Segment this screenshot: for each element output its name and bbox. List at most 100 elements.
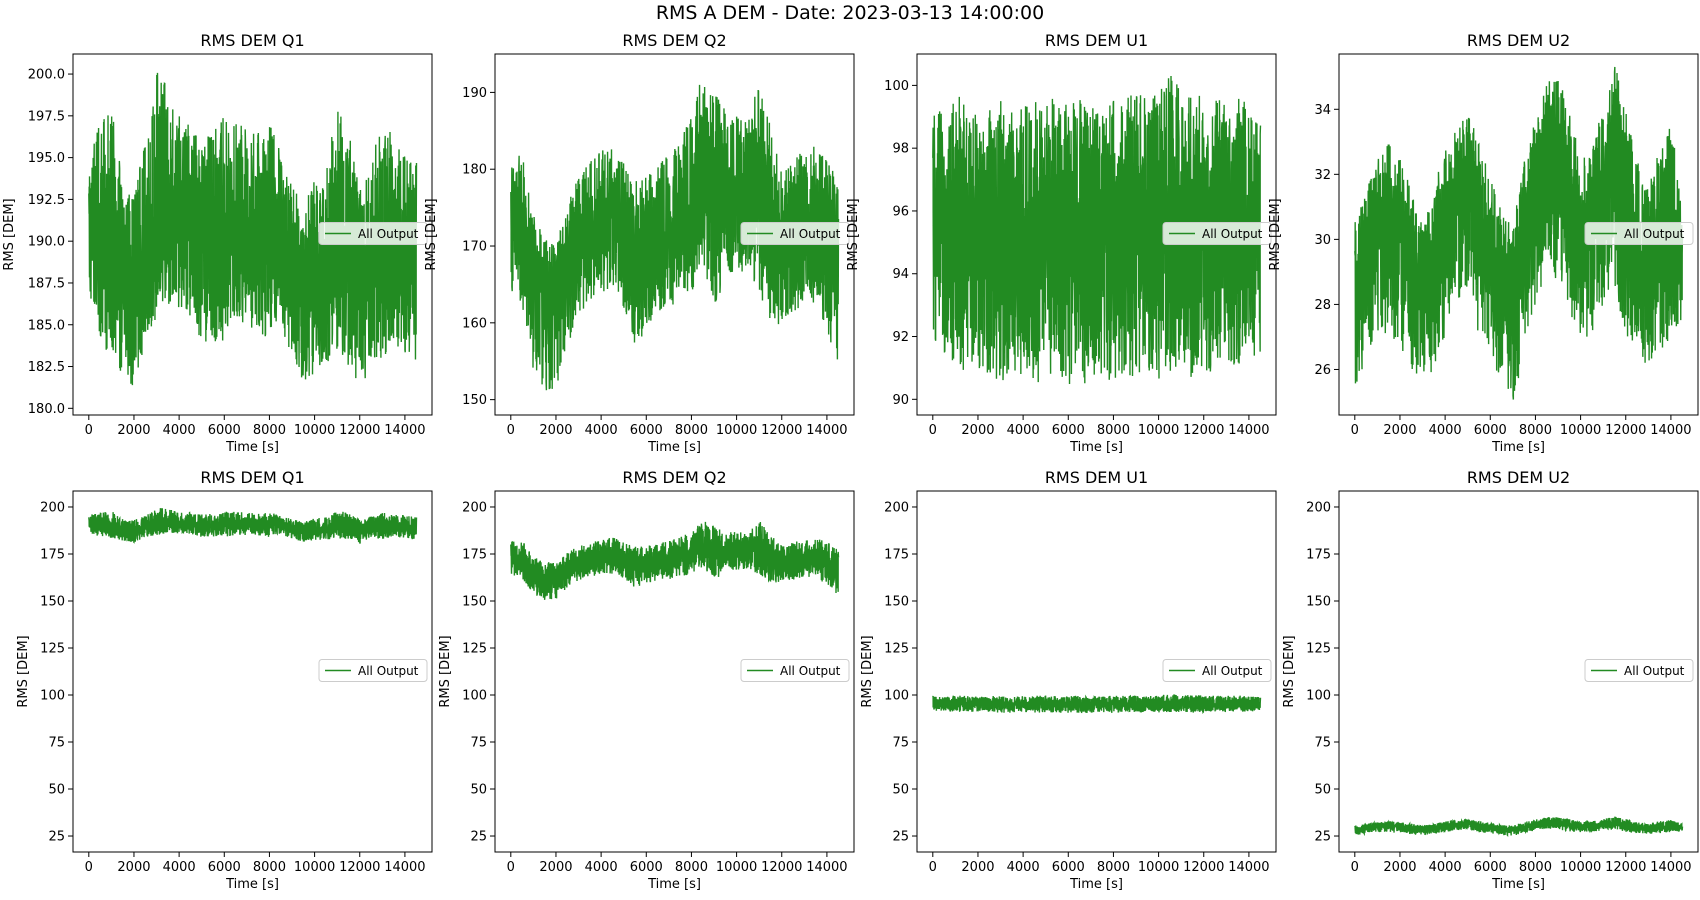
x-tick-label: 6000 [1052,423,1085,438]
y-tick-label: 187.5 [28,276,65,291]
x-tick-label: 0 [85,860,93,875]
x-tick-label: 6000 [1474,423,1507,438]
x-tick-label: 8000 [1519,860,1552,875]
y-tick-label: 175 [462,547,487,562]
y-tick-label: 175 [1306,547,1331,562]
y-axis-label: RMS [DEM] [438,635,453,707]
subplot-7: RMS DEM U1 0 2000 4000 6000 8000 10000 12000 140… [860,468,1277,892]
y-axis-label: RMS [DEM] [16,635,31,707]
legend-label: All Output [1624,227,1685,241]
y-tick-label: 125 [1306,641,1331,656]
x-tick-label: 14000 [1228,423,1269,438]
y-tick-label: 75 [1314,736,1331,751]
subplot-title: RMS DEM U2 [1467,31,1570,50]
axes-frame [494,490,855,853]
x-tick-label: 14000 [1650,860,1691,875]
y-tick-label: 26 [1314,363,1331,378]
legend-box [1584,659,1694,682]
x-tick-label: 0 [507,423,515,438]
y-tick-label: 200 [462,500,487,515]
subplot-2: RMS DEM Q2 0 2000 4000 6000 8000 10000 12000 140… [424,31,855,455]
axes-frame [1338,53,1699,416]
x-tick-label: 6000 [208,423,241,438]
x-tick-label: 12000 [1605,423,1646,438]
legend: All Output [1584,659,1694,682]
x-axis-label: Time [s] [1491,440,1545,455]
y-tick-label: 75 [892,736,909,751]
y-tick-label: 200 [40,500,65,515]
x-axis-label: Time [s] [1491,877,1545,892]
subplot-4: RMS DEM U2 0 2000 4000 6000 8000 10000 12000 140… [1268,31,1699,455]
subplot-1: RMS DEM Q1 0 2000 4000 6000 8000 10000 12000 140… [2,31,433,455]
legend: All Output [740,659,850,682]
x-tick-label: 14000 [384,860,425,875]
x-tick-label: 0 [507,860,515,875]
x-tick-label: 4000 [585,423,618,438]
y-axis-label: RMS [DEM] [1268,198,1283,270]
x-tick-label: 2000 [117,423,150,438]
y-tick-label: 200 [884,500,909,515]
y-tick-label: 192.5 [28,193,65,208]
y-tick-label: 75 [470,736,487,751]
axes-frame [916,490,1277,853]
subplot-3: RMS DEM U1 0 2000 4000 6000 8000 10000 12000 140… [846,31,1277,455]
x-tick-label: 8000 [675,423,708,438]
x-tick-label: 0 [929,860,937,875]
x-tick-label: 0 [1351,423,1359,438]
legend-box [1162,659,1272,682]
x-tick-label: 0 [1351,860,1359,875]
x-tick-label: 6000 [1474,860,1507,875]
y-tick-label: 180 [462,163,487,178]
series-line [1354,66,1684,400]
x-tick-label: 10000 [716,860,757,875]
x-tick-label: 4000 [1007,423,1040,438]
y-tick-label: 30 [1314,233,1331,248]
y-tick-label: 98 [892,142,909,157]
y-tick-label: 100 [884,689,909,704]
x-tick-label: 6000 [1052,860,1085,875]
x-axis-label: Time [s] [647,877,701,892]
x-tick-label: 10000 [294,860,335,875]
x-tick-label: 10000 [1560,423,1601,438]
y-tick-label: 75 [48,736,65,751]
legend-label: All Output [1202,227,1263,241]
x-tick-label: 0 [85,423,93,438]
x-tick-label: 2000 [961,423,994,438]
subplot-6: RMS DEM Q2 0 2000 4000 6000 8000 10000 12000 140… [438,468,855,892]
axes-frame [72,490,433,853]
y-tick-label: 28 [1314,298,1331,313]
y-tick-label: 150 [40,594,65,609]
legend: All Output [318,222,428,245]
legend-box [1162,222,1272,245]
x-tick-label: 2000 [117,860,150,875]
y-tick-label: 25 [892,830,909,845]
y-tick-label: 182.5 [28,360,65,375]
x-tick-label: 8000 [253,860,286,875]
x-tick-label: 4000 [1429,423,1462,438]
x-tick-label: 14000 [806,860,847,875]
x-tick-label: 12000 [1605,860,1646,875]
legend: All Output [740,222,850,245]
series-line [932,76,1262,385]
axes-frame [1338,490,1699,853]
x-tick-label: 0 [929,423,937,438]
x-tick-label: 10000 [1138,423,1179,438]
y-tick-label: 190 [462,86,487,101]
legend-box [318,222,428,245]
legend-label: All Output [780,664,841,678]
x-tick-label: 14000 [806,423,847,438]
x-tick-label: 2000 [539,860,572,875]
x-tick-label: 10000 [1560,860,1601,875]
legend-label: All Output [358,227,419,241]
y-tick-label: 96 [892,204,909,219]
y-tick-label: 125 [462,641,487,656]
y-tick-label: 195.0 [28,151,65,166]
y-tick-label: 150 [462,594,487,609]
series-line [1354,816,1684,838]
legend-box [740,659,850,682]
y-tick-label: 100 [462,689,487,704]
y-axis-label: RMS [DEM] [860,635,875,707]
subplot-title: RMS DEM U1 [1045,468,1148,487]
x-axis-label: Time [s] [1069,440,1123,455]
legend-box [740,222,850,245]
